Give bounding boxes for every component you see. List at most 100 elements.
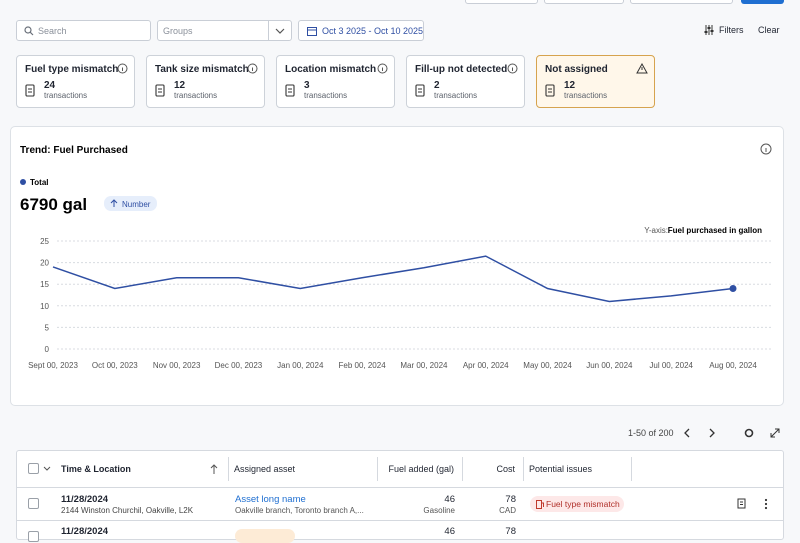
card-unit: transactions [564,91,608,100]
row-checkbox[interactable] [28,498,39,509]
header-time[interactable]: Time & Location [61,464,131,474]
x-tick-label: Sept 00, 2023 [28,361,78,370]
info-icon[interactable] [247,63,258,74]
card-count: 2 [434,80,440,91]
card-unit: transactions [304,91,348,100]
x-tick-label: Jan 00, 2024 [277,361,324,370]
card-icon [415,84,425,97]
search-input[interactable]: Search [16,20,151,41]
calendar-icon [307,27,317,36]
chart-panel [10,126,784,406]
x-tick-label: Oct 00, 2023 [92,361,138,370]
search-icon [24,26,34,36]
row-actions [737,498,768,510]
x-tick-label: Aug 00, 2024 [709,361,757,370]
row-cost: 78 [505,494,516,505]
x-tick-label: Jun 00, 2024 [586,361,633,370]
card-count: 24 [44,80,56,91]
card-icon [25,84,35,97]
line [52,255,734,303]
select-all-checkbox[interactable] [28,463,39,474]
chart-title: Trend: Fuel Purchased [20,145,128,156]
issue-badge: Fuel type mismatch [530,496,624,512]
x-tick-label: May 00, 2024 [523,361,572,370]
search-placeholder: Search [38,26,67,36]
y-axis-prefix: Y-axis: [644,226,668,235]
y-axis-label: Fuel purchased in gallon [668,226,762,235]
info-icon[interactable] [377,63,388,74]
warning-icon [636,63,648,74]
row-address: 2144 Winston Churchil, Oakville, L2K [61,506,194,515]
badge-text: Number [122,200,151,209]
x-tick-label: Dec 00, 2023 [215,361,263,370]
card-title: Fuel type mismatch [25,64,119,75]
groups-select[interactable]: Groups [157,20,292,41]
row-currency: CAD [499,506,516,515]
card-unit: transactions [174,91,218,100]
filter-icon [704,25,714,35]
card-title: Fill-up not detected [415,64,508,75]
badge [104,196,157,211]
summary-card[interactable]: Location mismatch 3 transactions [276,55,395,108]
summary-card[interactable]: Not assigned 12 transactions [536,55,655,108]
row-checkbox[interactable] [28,531,39,542]
primary-button[interactable] [741,0,784,4]
date-range[interactable]: Oct 3 2025 - Oct 10 2025 [298,20,424,41]
card-title: Tank size mismatch [155,64,249,75]
y-tick-label: 10 [40,302,49,311]
summary-card[interactable]: Fuel type mismatch 24 transactions [16,55,135,108]
filters-button[interactable]: Filters [719,25,744,35]
header-issues[interactable]: Potential issues [529,464,593,474]
groups-placeholder: Groups [163,26,193,36]
legend-label: Total [30,178,49,187]
card-unit: transactions [434,91,478,100]
details-button[interactable] [737,498,746,509]
button[interactable] [630,0,733,4]
settings-button[interactable] [744,428,754,438]
pagination-text: 1-50 of 200 [628,428,674,438]
card-title: Location mismatch [285,64,377,75]
x-tick-label: Apr 00, 2024 [463,361,509,370]
y-tick-label: 5 [45,323,50,332]
clear-button[interactable]: Clear [758,25,780,35]
sort-icon[interactable] [210,463,218,475]
row-fuel: 46 [444,494,455,505]
y-tick-label: 15 [40,280,49,289]
x-tick-label: Mar 00, 2024 [400,361,448,370]
y-tick-label: 25 [40,237,49,246]
x-tick-label: Jul 00, 2024 [649,361,693,370]
card-icon [155,84,165,97]
x-tick-label: Nov 00, 2023 [153,361,201,370]
header-fuel[interactable]: Fuel added (gal) [388,464,454,474]
button[interactable] [544,0,624,4]
asset-badge [235,529,295,543]
row-fuel-type: Gasoline [423,506,455,515]
prev-button[interactable] [684,428,690,438]
row-date: 11/28/2024 [61,494,109,505]
asset-link[interactable]: Asset long name [235,494,306,505]
more-button[interactable] [764,498,768,510]
card-count: 3 [304,80,310,91]
summary-card[interactable]: Tank size mismatch 12 transactions [146,55,265,108]
info-icon[interactable] [117,63,128,74]
issue-text: Fuel type mismatch [546,499,620,509]
chart: Trend: Fuel Purchased 6790 gal Number Y-… [20,143,772,370]
info-icon[interactable] [760,143,772,155]
expand-button[interactable] [770,428,780,438]
card-icon [285,84,295,97]
card-count: 12 [564,80,576,91]
x-tick-label: Feb 00, 2024 [339,361,387,370]
header-cost[interactable]: Cost [496,464,515,474]
date-range-text: Oct 3 2025 - Oct 10 2025 [322,26,424,36]
pagination-controls [684,428,780,438]
chevron-icon [275,28,285,34]
next-button[interactable] [709,428,715,438]
info-icon[interactable] [507,63,518,74]
card-icon [545,84,555,97]
card-title: Not assigned [545,64,608,75]
header-asset[interactable]: Assigned asset [234,464,296,474]
button[interactable] [465,0,538,4]
table: Time & Location Assigned asset Fuel adde… [16,450,784,543]
total-value: 6790 gal [20,195,87,214]
summary-card[interactable]: Fill-up not detected 2 transactions [406,55,525,108]
